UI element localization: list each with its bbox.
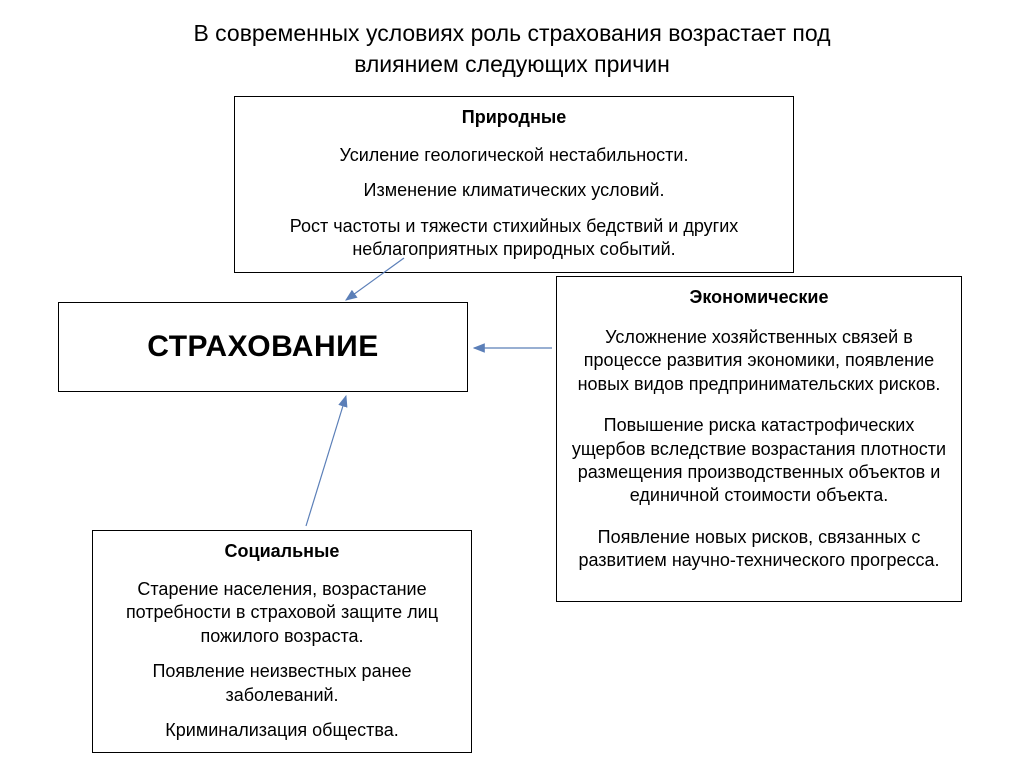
arrow-social (306, 396, 346, 526)
box-natural: Природные Усиление геологической нестаби… (234, 96, 794, 273)
social-p1: Старение населения, возрастание потребно… (107, 578, 457, 648)
economic-p2: Повышение риска катастрофических ущербов… (571, 414, 947, 508)
center-label: СТРАХОВАНИЕ (147, 330, 378, 364)
economic-p3: Появление новых рисков, связанных с разв… (571, 526, 947, 573)
natural-p2: Изменение климатических условий. (249, 179, 779, 202)
social-p3: Криминализация общества. (107, 719, 457, 742)
title-line-2: влиянием следующих причин (354, 51, 670, 77)
title-line-1: В современных условиях роль страхования … (193, 20, 830, 46)
diagram-canvas: В современных условиях роль страхования … (0, 0, 1024, 767)
natural-p1: Усиление геологической нестабильности. (249, 144, 779, 167)
natural-heading: Природные (249, 107, 779, 128)
social-p2: Появление неизвестных ранее заболеваний. (107, 660, 457, 707)
page-title: В современных условиях роль страхования … (0, 18, 1024, 80)
box-economic: Экономические Усложнение хозяйственных с… (556, 276, 962, 602)
economic-heading: Экономические (571, 287, 947, 308)
social-heading: Социальные (107, 541, 457, 562)
economic-p1: Усложнение хозяйственных связей в процес… (571, 326, 947, 396)
box-social: Социальные Старение населения, возрастан… (92, 530, 472, 753)
natural-p3: Рост частоты и тяжести стихийных бедстви… (249, 215, 779, 262)
box-center: СТРАХОВАНИЕ (58, 302, 468, 392)
